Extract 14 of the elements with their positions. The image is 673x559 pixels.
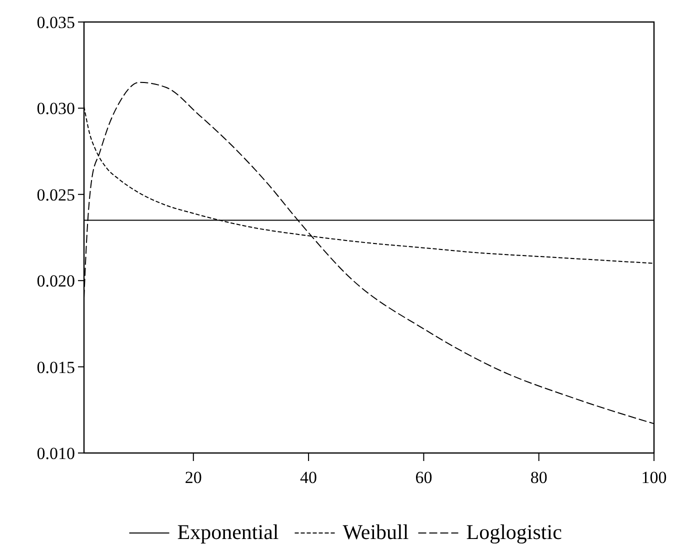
x-tick-label: 20	[184, 468, 202, 487]
x-tick-label: 80	[530, 468, 548, 487]
legend-label: Weibull	[342, 520, 409, 544]
x-tick-label: 100	[641, 468, 667, 487]
legend-label: Loglogistic	[466, 520, 562, 544]
y-tick-label: 0.010	[36, 444, 75, 463]
y-tick-label: 0.030	[36, 99, 75, 118]
y-tick-label: 0.025	[36, 185, 75, 204]
x-tick-label: 60	[415, 468, 432, 487]
y-tick-label: 0.035	[36, 12, 75, 32]
x-tick-label: 40	[300, 468, 318, 487]
y-tick-label: 0.015	[36, 358, 75, 377]
y-tick-label: 0.020	[36, 272, 75, 291]
legend-label: Exponential	[177, 520, 279, 544]
